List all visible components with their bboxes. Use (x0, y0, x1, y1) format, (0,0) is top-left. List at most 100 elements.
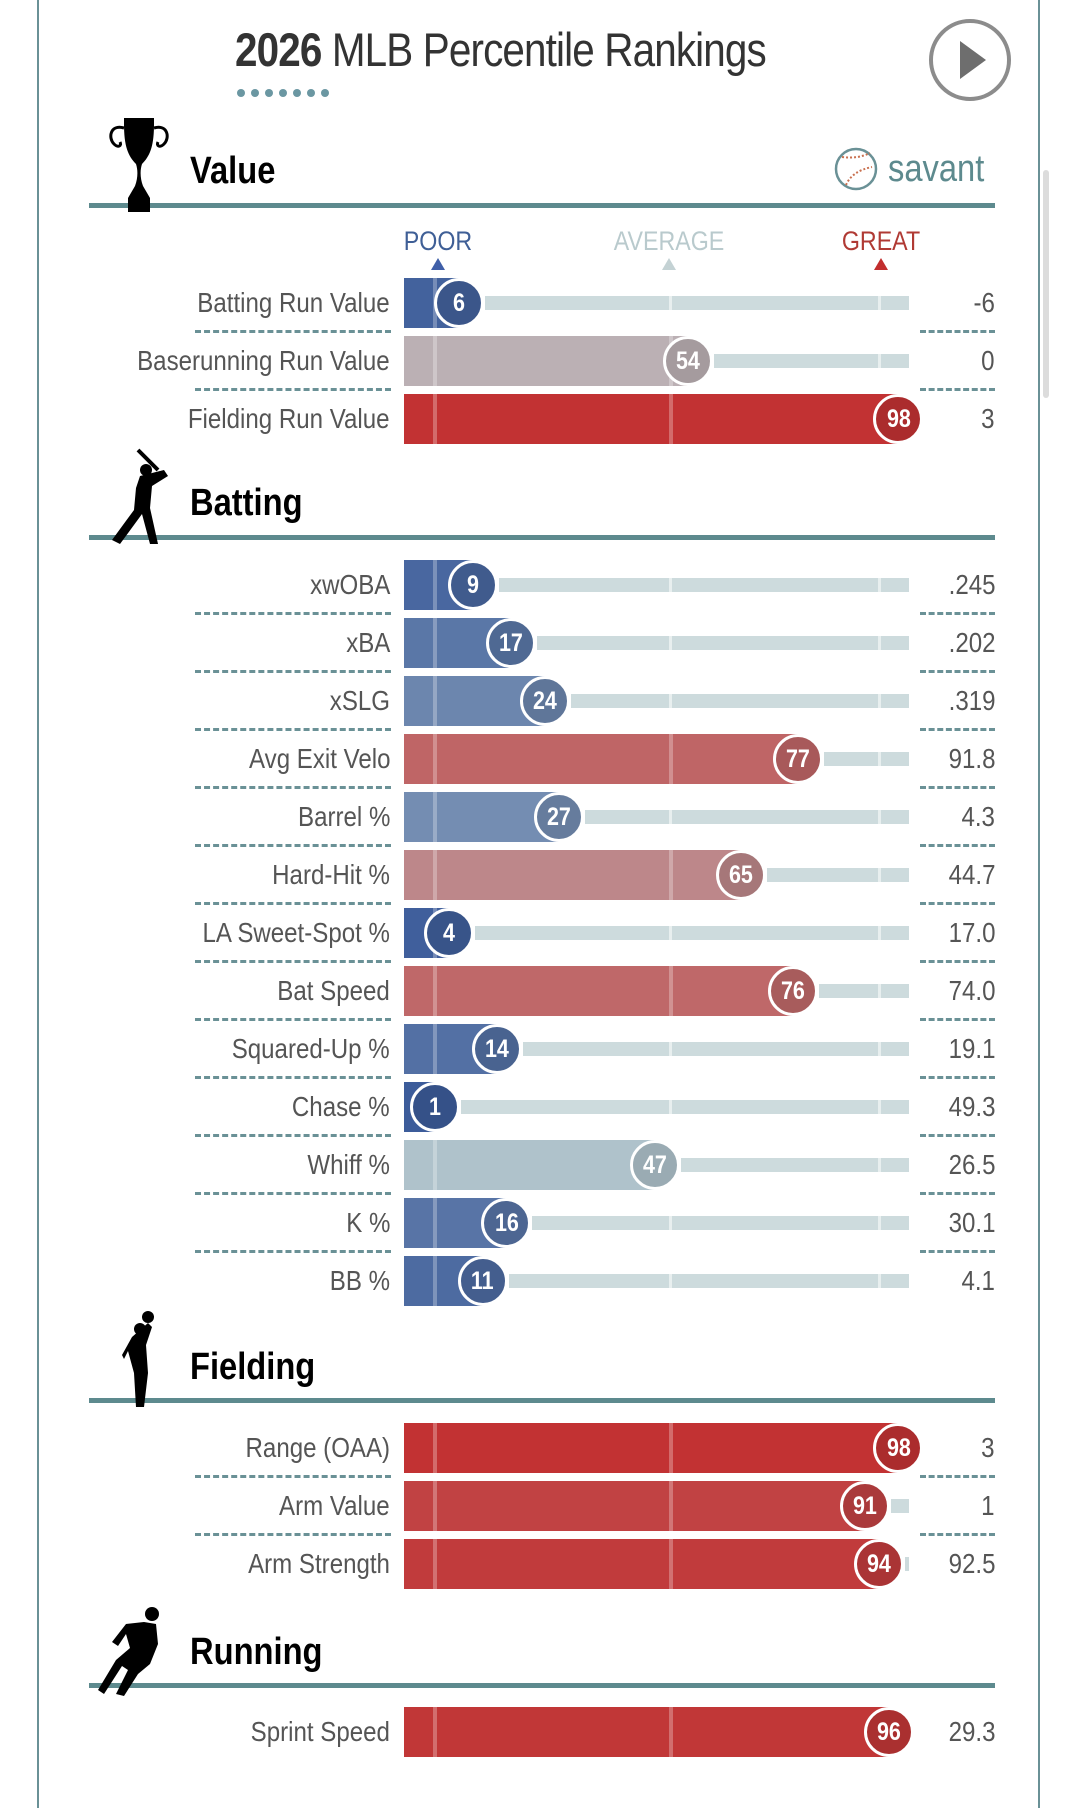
percentile-badge[interactable]: 94 (854, 1539, 905, 1589)
track-tick (878, 752, 881, 766)
bar-gridline (433, 1024, 437, 1074)
metric-value: 0 (981, 345, 995, 376)
page-dot[interactable] (293, 89, 301, 97)
metric-row[interactable]: Range (OAA) 98 3 (0, 1423, 1080, 1473)
percentile-badge[interactable]: 77 (773, 734, 824, 784)
metric-row[interactable]: BB % 11 4.1 (0, 1256, 1080, 1306)
metric-label: Baserunning Run Value (137, 345, 390, 376)
metric-row[interactable]: Avg Exit Velo 77 91.8 (0, 734, 1080, 784)
track-tick (878, 926, 881, 940)
percentile-badge[interactable]: 27 (534, 792, 585, 842)
page-dot[interactable] (321, 89, 329, 97)
track-tick (878, 1042, 881, 1056)
percentile-value: 65 (728, 861, 753, 889)
track-tick (669, 578, 672, 592)
track-tick (669, 810, 672, 824)
row-separator (195, 960, 391, 963)
metric-label: Arm Value (279, 1490, 390, 1521)
percentile-value: 47 (642, 1151, 667, 1179)
track-tick (878, 984, 881, 998)
percentile-badge[interactable]: 76 (768, 966, 819, 1016)
metric-row[interactable]: xwOBA 9 .245 (0, 560, 1080, 610)
play-button[interactable] (929, 19, 1011, 101)
metric-row[interactable]: Arm Value 91 1 (0, 1481, 1080, 1531)
bar-gridline (433, 1481, 437, 1531)
percentile-badge[interactable]: 1 (409, 1082, 460, 1132)
metric-row[interactable]: Sprint Speed 96 29.3 (0, 1707, 1080, 1757)
metric-row[interactable]: Hard-Hit % 65 44.7 (0, 850, 1080, 900)
metric-row[interactable]: Chase % 1 49.3 (0, 1082, 1080, 1132)
percentile-track (824, 752, 909, 766)
row-separator (195, 612, 391, 615)
percentile-badge[interactable]: 54 (663, 336, 714, 386)
percentile-badge[interactable]: 91 (839, 1481, 890, 1531)
metric-row[interactable]: K % 16 30.1 (0, 1198, 1080, 1248)
page-dot[interactable] (307, 89, 315, 97)
bar-gridline (433, 336, 437, 386)
metric-value: .202 (948, 627, 995, 658)
metric-label: Squared-Up % (232, 1033, 390, 1064)
metric-row[interactable]: Arm Strength 94 92.5 (0, 1539, 1080, 1589)
percentile-badge[interactable]: 24 (519, 676, 570, 726)
row-separator (195, 1076, 391, 1079)
page-dot[interactable] (279, 89, 287, 97)
metric-row[interactable]: Whiff % 47 26.5 (0, 1140, 1080, 1190)
percentile-badge[interactable]: 11 (457, 1256, 508, 1306)
section-divider (89, 1398, 995, 1403)
bar-gridline (669, 734, 673, 784)
metric-label: Fielding Run Value (188, 403, 390, 434)
metric-row[interactable]: Squared-Up % 14 19.1 (0, 1024, 1080, 1074)
baseball-icon (834, 147, 878, 191)
percentile-track (522, 1042, 909, 1056)
row-separator (920, 388, 995, 391)
metric-row[interactable]: LA Sweet-Spot % 4 17.0 (0, 908, 1080, 958)
row-separator (195, 786, 391, 789)
row-separator (195, 1533, 391, 1536)
percentile-badge[interactable]: 9 (448, 560, 499, 610)
percentile-badge[interactable]: 98 (873, 1423, 924, 1473)
percentile-badge[interactable]: 65 (715, 850, 766, 900)
percentile-badge[interactable]: 98 (873, 394, 924, 444)
percentile-badge[interactable]: 14 (471, 1024, 522, 1074)
percentile-badge[interactable]: 16 (481, 1198, 532, 1248)
trophy-icon (106, 116, 172, 219)
page-dot[interactable] (237, 89, 245, 97)
section-title-running: Running (190, 1631, 323, 1673)
percentile-value: 4 (443, 919, 456, 947)
bar-gridline (669, 1707, 673, 1757)
metric-row[interactable]: xBA 17 .202 (0, 618, 1080, 668)
title-year: 2026 (235, 23, 322, 76)
page-dot[interactable] (265, 89, 273, 97)
section-divider (89, 203, 995, 208)
row-separator (195, 1192, 391, 1195)
percentile-track (475, 926, 909, 940)
bar-gridline (433, 1256, 437, 1306)
percentile-badge[interactable]: 96 (863, 1707, 914, 1757)
track-tick (878, 694, 881, 708)
scrollbar[interactable] (1043, 170, 1049, 398)
percentile-badge[interactable]: 47 (629, 1140, 680, 1190)
metric-label: Range (OAA) (245, 1432, 390, 1463)
metric-row[interactable]: Batting Run Value 6 -6 (0, 278, 1080, 328)
page-dot[interactable] (251, 89, 259, 97)
percentile-badge[interactable]: 4 (424, 908, 475, 958)
row-separator (195, 728, 391, 731)
page-indicator-dots[interactable] (237, 89, 329, 97)
metric-row[interactable]: Fielding Run Value 98 3 (0, 394, 1080, 444)
track-tick (669, 694, 672, 708)
runner-icon (96, 1604, 176, 1705)
metric-row[interactable]: xSLG 24 .319 (0, 676, 1080, 726)
metric-row[interactable]: Baserunning Run Value 54 0 (0, 336, 1080, 386)
metric-label: LA Sweet-Spot % (202, 917, 390, 948)
bar-gridline (669, 850, 673, 900)
percentile-badge[interactable]: 6 (433, 278, 484, 328)
row-separator (195, 670, 391, 673)
title-text: MLB Percentile Rankings (321, 23, 767, 76)
metric-label: Bat Speed (277, 975, 390, 1006)
metric-row[interactable]: Barrel % 27 4.3 (0, 792, 1080, 842)
percentile-value: 9 (467, 571, 479, 599)
percentile-badge[interactable]: 17 (486, 618, 537, 668)
percentile-value: 98 (886, 1434, 911, 1462)
metric-row[interactable]: Bat Speed 76 74.0 (0, 966, 1080, 1016)
row-separator (195, 902, 391, 905)
